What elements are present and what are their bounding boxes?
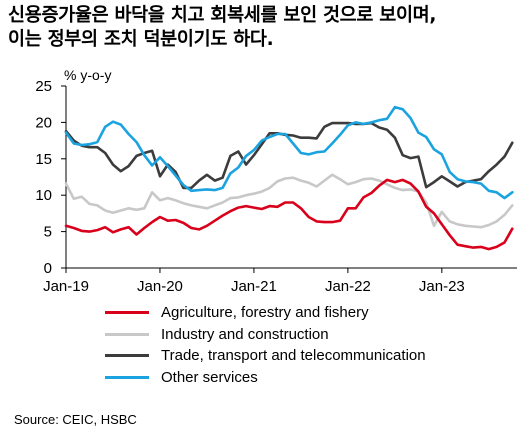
y-tick-label: 5 <box>44 224 52 241</box>
series-line-trade <box>64 121 514 190</box>
y-axis-unit-label: % y-o-y <box>64 67 111 83</box>
legend-swatch-other-services <box>105 375 149 379</box>
y-tick-label: 20 <box>35 114 52 131</box>
y-ticks: 0 5 10 15 20 25 <box>35 78 66 277</box>
chart-title: 신용증가율은 바닥을 치고 회복세를 보인 것으로 보이며, 이는 정부의 조치… <box>8 4 524 52</box>
y-tick-label: 15 <box>35 151 52 168</box>
x-ticks: Jan-19 Jan-20 Jan-21 Jan-22 Jan-23 <box>43 268 465 295</box>
x-tick-label: Jan-22 <box>325 278 371 295</box>
legend: Agriculture, forestry and fishery Indust… <box>105 302 426 388</box>
legend-label-trade: Trade, transport and telecommunication <box>161 347 426 365</box>
series-line-other-services <box>64 105 514 200</box>
series-line-agriculture <box>64 178 514 251</box>
legend-swatch-trade <box>105 354 149 358</box>
legend-label-agriculture: Agriculture, forestry and fishery <box>161 304 369 322</box>
x-tick-label: Jan-20 <box>137 278 183 295</box>
legend-item-trade: Trade, transport and telecommunication <box>105 345 426 367</box>
legend-label-industry: Industry and construction <box>161 325 329 343</box>
y-tick-label: 10 <box>35 187 52 204</box>
x-tick-label: Jan-23 <box>419 278 465 295</box>
title-line-1: 신용증가율은 바닥을 치고 회복세를 보인 것으로 보이며, <box>8 5 437 26</box>
series-lines <box>64 105 514 251</box>
legend-swatch-industry <box>105 332 149 336</box>
title-line-2: 이는 정부의 조치 덕분이기도 하다. <box>8 29 274 50</box>
source-note: Source: CEIC, HSBC <box>14 412 137 427</box>
series-line-industry <box>64 173 514 229</box>
y-tick-label: 0 <box>44 260 52 277</box>
x-tick-label: Jan-19 <box>43 278 89 295</box>
y-tick-label: 25 <box>35 78 52 95</box>
legend-item-other-services: Other services <box>105 367 426 389</box>
legend-item-agriculture: Agriculture, forestry and fishery <box>105 302 426 324</box>
legend-label-other-services: Other services <box>161 368 258 386</box>
x-tick-label: Jan-21 <box>231 278 277 295</box>
legend-swatch-agriculture <box>105 311 149 315</box>
legend-item-industry: Industry and construction <box>105 324 426 346</box>
